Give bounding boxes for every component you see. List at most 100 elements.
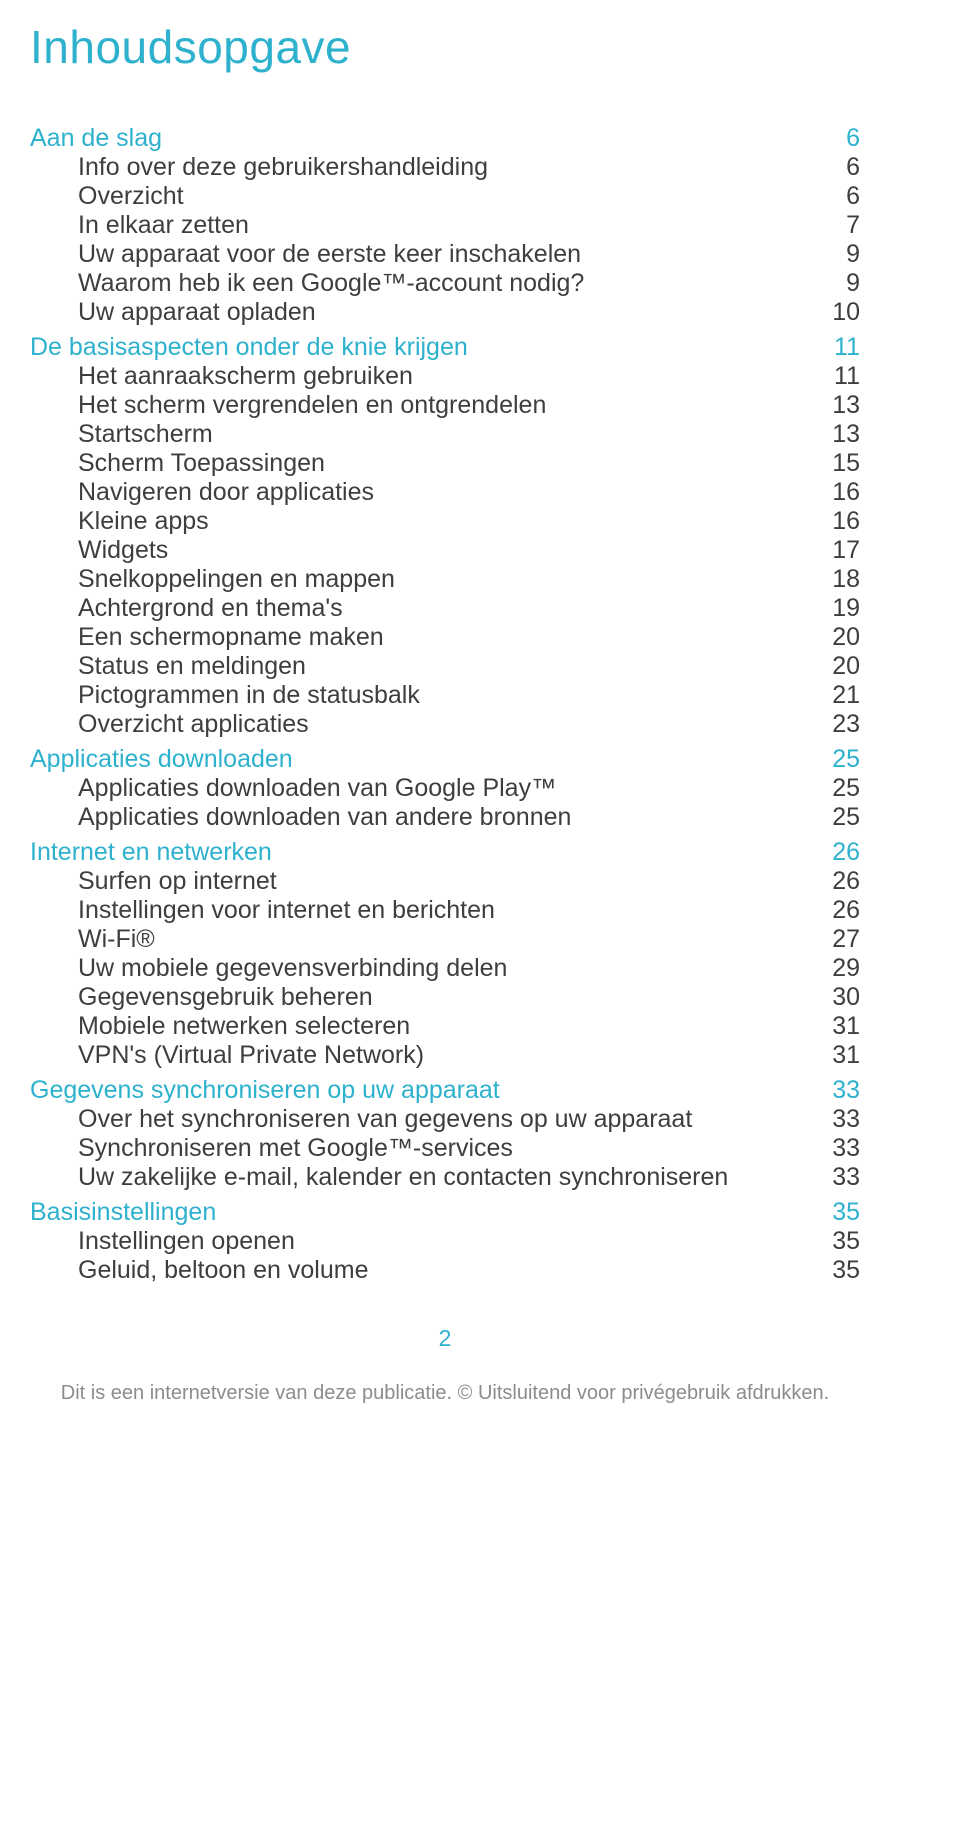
toc-item[interactable]: Uw mobiele gegevensverbinding delen29 (78, 954, 860, 983)
toc-label: Applicaties downloaden van Google Play™ (78, 774, 556, 803)
toc-page-number: 16 (832, 478, 860, 507)
toc-label: Info over deze gebruikershandleiding (78, 153, 488, 182)
toc-page-number: 20 (832, 652, 860, 681)
toc-label: Achtergrond en thema's (78, 594, 343, 623)
toc-page-number: 7 (846, 211, 860, 240)
toc-label: Het aanraakscherm gebruiken (78, 362, 413, 391)
toc-label: Internet en netwerken (30, 838, 272, 867)
toc-section[interactable]: Internet en netwerken26 (30, 838, 860, 867)
toc-label: Kleine apps (78, 507, 209, 536)
toc-page-number: 9 (846, 269, 860, 298)
toc-label: Het scherm vergrendelen en ontgrendelen (78, 391, 546, 420)
toc-item[interactable]: Scherm Toepassingen15 (78, 449, 860, 478)
toc-item[interactable]: Over het synchroniseren van gegevens op … (78, 1105, 860, 1134)
toc-page-number: 33 (832, 1163, 860, 1192)
toc-item[interactable]: Instellingen voor internet en berichten 2… (78, 896, 860, 925)
toc-page-number: 25 (832, 745, 860, 774)
toc-page-number: 13 (832, 420, 860, 449)
toc-label: Uw mobiele gegevensverbinding delen (78, 954, 507, 983)
toc-page-number: 9 (846, 240, 860, 269)
toc-label: Aan de slag (30, 124, 162, 153)
toc-label: Overzicht (78, 182, 184, 211)
toc-item[interactable]: Achtergrond en thema's19 (78, 594, 860, 623)
toc-page-number: 23 (832, 710, 860, 739)
toc-page-number: 25 (832, 774, 860, 803)
toc-item[interactable]: Overzicht applicaties23 (78, 710, 860, 739)
toc-page-number: 25 (832, 803, 860, 832)
toc-item[interactable]: Startscherm 13 (78, 420, 860, 449)
toc-label: Navigeren door applicaties (78, 478, 374, 507)
toc-section[interactable]: De basisaspecten onder de knie krijgen 11 (30, 333, 860, 362)
toc-label: Pictogrammen in de statusbalk (78, 681, 420, 710)
toc-item[interactable]: Synchroniseren met Google™-services 33 (78, 1134, 860, 1163)
toc-section[interactable]: Gegevens synchroniseren op uw apparaat 33 (30, 1076, 860, 1105)
toc-item[interactable]: Applicaties downloaden van andere bronne… (78, 803, 860, 832)
toc-section[interactable]: Aan de slag 6 (30, 124, 860, 153)
toc-item[interactable]: Info over deze gebruikershandleiding 6 (78, 153, 860, 182)
toc-label: Startscherm (78, 420, 213, 449)
toc-item[interactable]: Geluid, beltoon en volume 35 (78, 1256, 860, 1285)
toc-item[interactable]: Wi-Fi®27 (78, 925, 860, 954)
toc-page-number: 31 (832, 1012, 860, 1041)
toc-page-number: 11 (834, 362, 860, 391)
toc-label: Surfen op internet (78, 867, 277, 896)
toc-item[interactable]: Kleine apps 16 (78, 507, 860, 536)
toc-page-number: 30 (832, 983, 860, 1012)
toc-label: Gegevens synchroniseren op uw apparaat (30, 1076, 500, 1105)
toc-section[interactable]: Applicaties downloaden 25 (30, 745, 860, 774)
toc-item[interactable]: Overzicht 6 (78, 182, 860, 211)
toc-page-number: 6 (846, 182, 860, 211)
toc-label: In elkaar zetten (78, 211, 249, 240)
toc-item[interactable]: Navigeren door applicaties 16 (78, 478, 860, 507)
toc-item[interactable]: Een schermopname maken20 (78, 623, 860, 652)
toc-container: Aan de slag6Info over deze gebruikershan… (30, 124, 860, 1285)
toc-page-number: 16 (832, 507, 860, 536)
toc-item[interactable]: Applicaties downloaden van Google Play™ 2… (78, 774, 860, 803)
toc-section[interactable]: Basisinstellingen35 (30, 1198, 860, 1227)
toc-label: Uw zakelijke e-mail, kalender en contact… (78, 1163, 728, 1192)
toc-page-number: 35 (832, 1227, 860, 1256)
toc-page-number: 27 (832, 925, 860, 954)
toc-item[interactable]: Surfen op internet 26 (78, 867, 860, 896)
toc-item[interactable]: Het scherm vergrendelen en ontgrendelen1… (78, 391, 860, 420)
toc-label: Instellingen openen (78, 1227, 295, 1256)
page-number: 2 (30, 1325, 860, 1352)
toc-label: Geluid, beltoon en volume (78, 1256, 368, 1285)
page-title: Inhoudsopgave (30, 20, 860, 74)
toc-item[interactable]: Het aanraakscherm gebruiken 11 (78, 362, 860, 391)
toc-label: Instellingen voor internet en berichten (78, 896, 495, 925)
toc-item[interactable]: Instellingen openen 35 (78, 1227, 860, 1256)
toc-item[interactable]: Pictogrammen in de statusbalk21 (78, 681, 860, 710)
toc-item[interactable]: Status en meldingen 20 (78, 652, 860, 681)
toc-page-number: 26 (832, 896, 860, 925)
toc-page-number: 10 (832, 298, 860, 327)
toc-label: De basisaspecten onder de knie krijgen (30, 333, 468, 362)
toc-label: Status en meldingen (78, 652, 306, 681)
toc-item[interactable]: Uw apparaat opladen 10 (78, 298, 860, 327)
toc-page-number: 6 (846, 124, 860, 153)
toc-page-number: 26 (832, 867, 860, 896)
toc-item[interactable]: Snelkoppelingen en mappen18 (78, 565, 860, 594)
toc-label: Uw apparaat opladen (78, 298, 316, 327)
toc-item[interactable]: Mobiele netwerken selecteren31 (78, 1012, 860, 1041)
toc-page-number: 33 (832, 1076, 860, 1105)
toc-page-number: 33 (832, 1134, 860, 1163)
toc-page-number: 35 (832, 1256, 860, 1285)
toc-item[interactable]: Gegevensgebruik beheren30 (78, 983, 860, 1012)
toc-label: Snelkoppelingen en mappen (78, 565, 395, 594)
toc-page-number: 11 (834, 333, 860, 362)
toc-page-number: 20 (832, 623, 860, 652)
toc-page-number: 6 (846, 153, 860, 182)
toc-item[interactable]: Uw apparaat voor de eerste keer inschake… (78, 240, 860, 269)
toc-label: VPN's (Virtual Private Network) (78, 1041, 424, 1070)
toc-item[interactable]: In elkaar zetten 7 (78, 211, 860, 240)
toc-page-number: 33 (832, 1105, 860, 1134)
toc-label: Applicaties downloaden (30, 745, 293, 774)
toc-item[interactable]: Uw zakelijke e-mail, kalender en contact… (78, 1163, 860, 1192)
toc-label: Synchroniseren met Google™-services (78, 1134, 513, 1163)
toc-item[interactable]: VPN's (Virtual Private Network) 31 (78, 1041, 860, 1070)
document-page: Inhoudsopgave Aan de slag6Info over deze… (0, 0, 960, 1835)
toc-item[interactable]: Widgets17 (78, 536, 860, 565)
toc-page-number: 31 (832, 1041, 860, 1070)
toc-item[interactable]: Waarom heb ik een Google™-account nodig?… (78, 269, 860, 298)
